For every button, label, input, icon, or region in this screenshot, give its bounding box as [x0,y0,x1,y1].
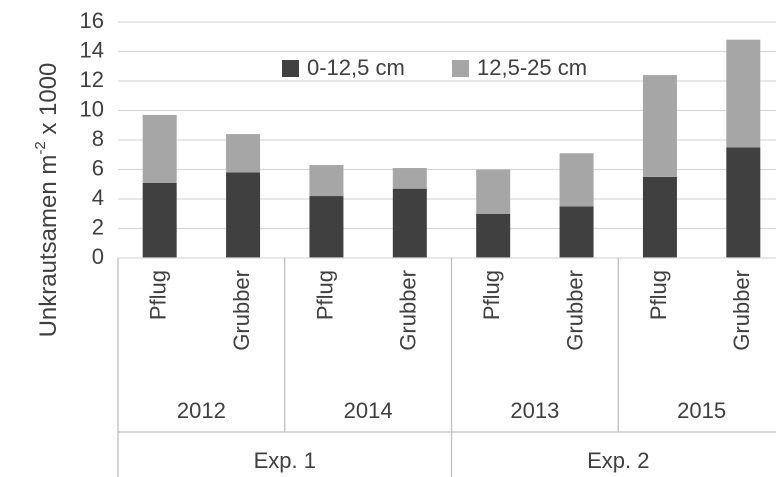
bar-segment-deep [559,153,594,207]
y-tick-label: 14 [80,37,104,62]
bar-segment-shallow [309,196,344,258]
legend-label: 0-12,5 cm [307,55,405,80]
x-category-label: Grubber [229,270,254,351]
x-category-label: Grubber [729,270,754,351]
bar-segment-shallow [726,147,761,258]
x-category-label: Pflug [479,270,504,320]
bar-segment-shallow [476,213,511,258]
bar-segment-deep [726,39,761,148]
x-category-label: Pflug [312,270,337,320]
y-axis-label-sup: -2 [32,141,49,154]
bar-segment-deep [309,165,344,197]
y-tick-label: 10 [80,96,104,121]
bar-segment-deep [142,114,177,183]
y-axis-label: Unkrautsamen m-2 x 1000 [32,63,62,338]
bar-segment-deep [476,169,511,214]
y-tick-label: 8 [92,126,104,151]
x-category-label: Pflug [146,270,171,320]
year-label: 2014 [344,398,393,423]
legend-label: 12,5-25 cm [477,55,587,80]
year-label: 2012 [177,398,226,423]
x-category-label: Pflug [646,270,671,320]
bar-segment-shallow [226,172,261,258]
bar-segment-shallow [392,188,427,258]
year-label: 2015 [677,398,726,423]
legend: 0-12,5 cm 12,5-25 cm [282,55,587,80]
experiment-label: Exp. 2 [587,448,649,473]
legend-swatch [452,60,469,77]
y-tick-label: 0 [92,244,104,269]
x-category-label: Grubber [396,270,421,351]
y-tick-label: 2 [92,214,104,239]
bar-segment-shallow [142,182,177,258]
bars [142,39,761,258]
year-label: 2013 [510,398,559,423]
bar-segment-shallow [642,176,677,258]
y-tick-label: 6 [92,155,104,180]
legend-swatch [282,60,299,77]
axes [117,257,776,477]
y-axis-label-main: Unkrautsamen m [35,155,62,338]
y-tick-label: 12 [80,67,104,92]
y-tick-label: 16 [80,8,104,33]
gridlines [118,21,776,230]
experiment-label: Exp. 1 [254,448,316,473]
y-tick-labels: 0 2 4 6 8 10 12 14 16 [80,8,104,269]
y-axis-label-suffix: x 1000 [35,63,62,142]
bar-segment-deep [226,134,261,173]
y-tick-label: 4 [92,185,104,210]
bar-segment-deep [392,168,427,189]
x-category-label: Grubber [562,270,587,351]
x-category-labels: Pflug Grubber Pflug Grubber Pflug Grubber Pflu… [146,270,755,473]
bar-segment-deep [642,75,677,177]
bar-segment-shallow [559,206,594,258]
